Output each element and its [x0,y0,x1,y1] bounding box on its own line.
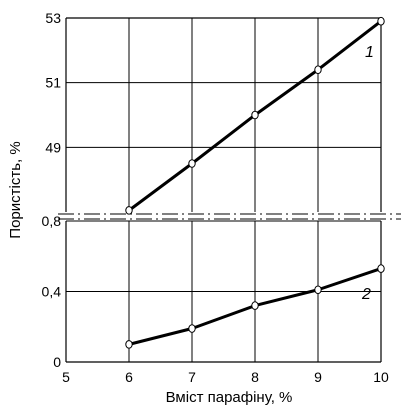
y-tick-label: 53 [45,10,61,26]
x-tick-label: 5 [62,369,70,385]
data-point-1 [378,17,384,25]
x-tick-label: 8 [251,369,259,385]
series-1-label: 1 [365,44,374,61]
data-point-1 [252,111,258,119]
y-tick-label: 0 [53,354,61,370]
data-point-1 [126,207,132,215]
y-tick-label: 51 [45,75,61,91]
data-point-2 [189,325,195,333]
data-point-2 [315,286,321,294]
series-2-label: 2 [361,286,371,303]
data-point-2 [126,341,132,349]
y-tick-label: 0,4 [42,284,62,300]
x-tick-label: 6 [125,369,133,385]
x-tick-label: 9 [314,369,322,385]
x-axis-label: Вміст парафіну, % [166,389,293,406]
y-tick-label: 49 [45,139,61,155]
data-point-2 [252,302,258,310]
x-tick-label: 10 [373,369,389,385]
data-point-2 [378,265,384,273]
y-axis-label: Пористість, % [7,141,24,238]
x-tick-label: 7 [188,369,196,385]
y-tick-label: 0,8 [42,213,62,229]
data-point-1 [315,66,321,74]
data-point-1 [189,160,195,168]
